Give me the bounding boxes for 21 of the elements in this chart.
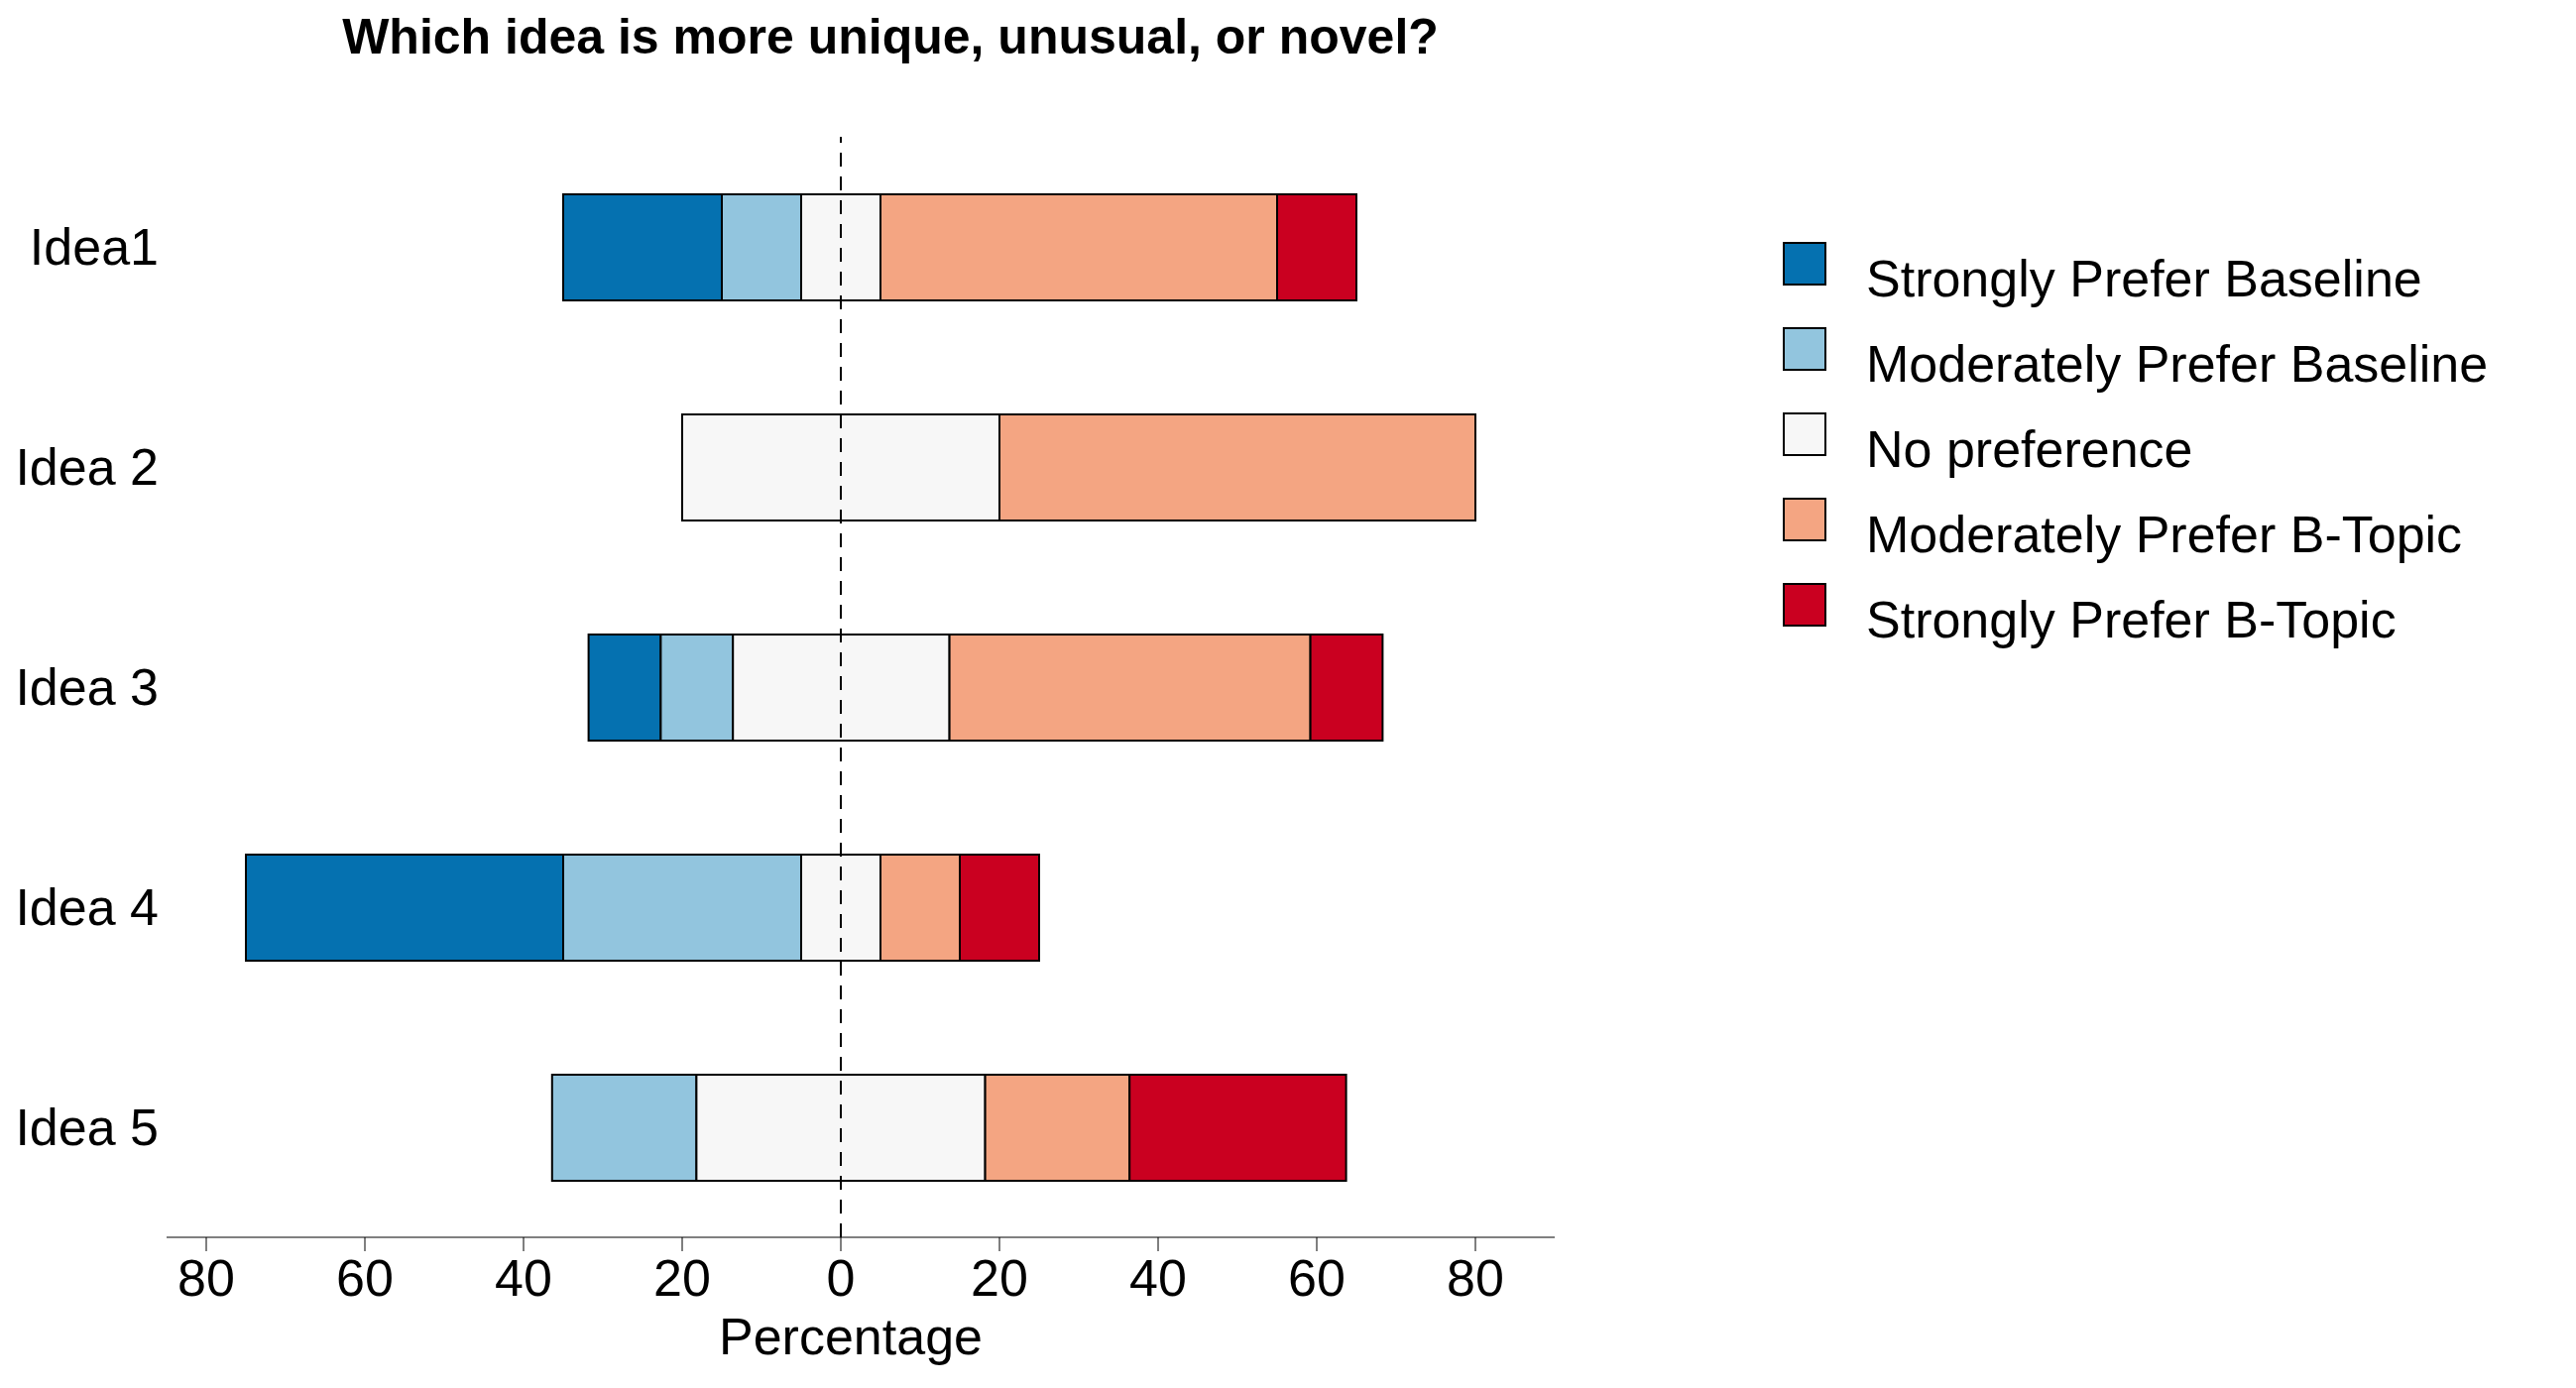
x-axis-title: Percentage bbox=[718, 1307, 984, 1366]
x-tick-label: 20 bbox=[653, 1248, 711, 1307]
legend-label: No preference bbox=[1866, 419, 2193, 479]
y-tick-label: Idea 5 bbox=[15, 1099, 159, 1157]
chart-title: Which idea is more unique, unusual, or novel? bbox=[341, 8, 1440, 65]
x-tick-label: 40 bbox=[1129, 1248, 1187, 1307]
x-tick-label: 80 bbox=[1447, 1248, 1504, 1307]
x-tick-label: 0 bbox=[826, 1248, 856, 1307]
x-tick-label: 40 bbox=[495, 1248, 552, 1307]
x-tick-label: 80 bbox=[177, 1248, 235, 1307]
legend-label: Strongly Prefer Baseline bbox=[1866, 249, 2422, 308]
legend-label: Strongly Prefer B-Topic bbox=[1866, 590, 2397, 649]
y-tick-label: Idea 2 bbox=[15, 438, 159, 497]
x-tick-label: 20 bbox=[971, 1248, 1028, 1307]
legend-label: Moderately Prefer Baseline bbox=[1866, 334, 2489, 394]
legend-label: Moderately Prefer B-Topic bbox=[1866, 505, 2463, 564]
y-tick-label: Idea1 bbox=[29, 218, 159, 277]
y-tick-label: Idea 3 bbox=[15, 658, 159, 717]
y-tick-label: Idea 4 bbox=[15, 878, 159, 937]
x-tick-label: 60 bbox=[1288, 1248, 1346, 1307]
x-tick-label: 60 bbox=[336, 1248, 394, 1307]
